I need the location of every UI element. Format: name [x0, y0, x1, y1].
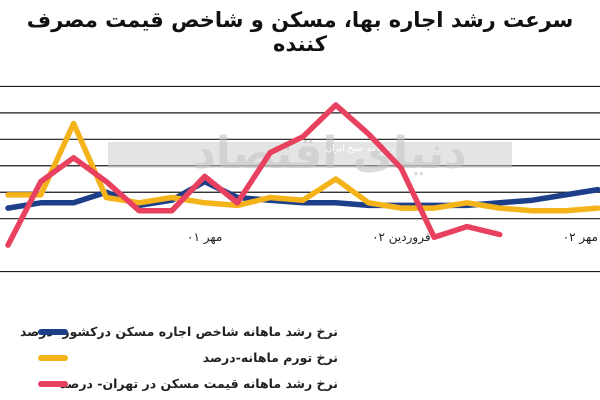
watermark-band [108, 142, 512, 168]
series-line-inflation [5, 120, 600, 214]
x-tick-label-1: مهر ۰۱ [187, 230, 222, 245]
legend-item-inflation: نرخ تورم ماهانه-درصد [38, 344, 338, 370]
watermark-subtitle: روزنامه صبح ایران [326, 144, 395, 154]
chart-title: سرعت رشد اجاره بها، مسکن و شاخص قیمت مصر… [26, 8, 574, 56]
x-tick-label-2: فروردین ۰۲ [372, 230, 430, 245]
legend-label-rent: نرخ رشد ماهانه شاخص اجاره مسکن درکشور- د… [19, 323, 338, 339]
series-line-rent [5, 178, 600, 211]
x-tick-label-3: مهر ۰۲ [563, 230, 598, 245]
legend-item-rent: نرخ رشد ماهانه شاخص اجاره مسکن درکشور- د… [20, 318, 338, 344]
legend-swatch-housing [38, 381, 68, 387]
legend-swatch-inflation [38, 355, 68, 361]
legend: نرخ رشد ماهانه شاخص اجاره مسکن درکشور- د… [20, 318, 338, 396]
gridlines [0, 85, 600, 273]
watermark: دنیای اقتصاد روزنامه صبح ایران [108, 128, 512, 179]
series-lines [5, 102, 600, 248]
legend-label-inflation: نرخ تورم ماهانه-درصد [202, 349, 338, 365]
legend-item-housing: نرخ رشد ماهانه قیمت مسکن در تهران- درصد [38, 370, 338, 396]
legend-swatch-rent [38, 329, 68, 335]
series-line-housing [5, 102, 503, 248]
legend-label-housing: نرخ رشد ماهانه قیمت مسکن در تهران- درصد [60, 375, 338, 391]
